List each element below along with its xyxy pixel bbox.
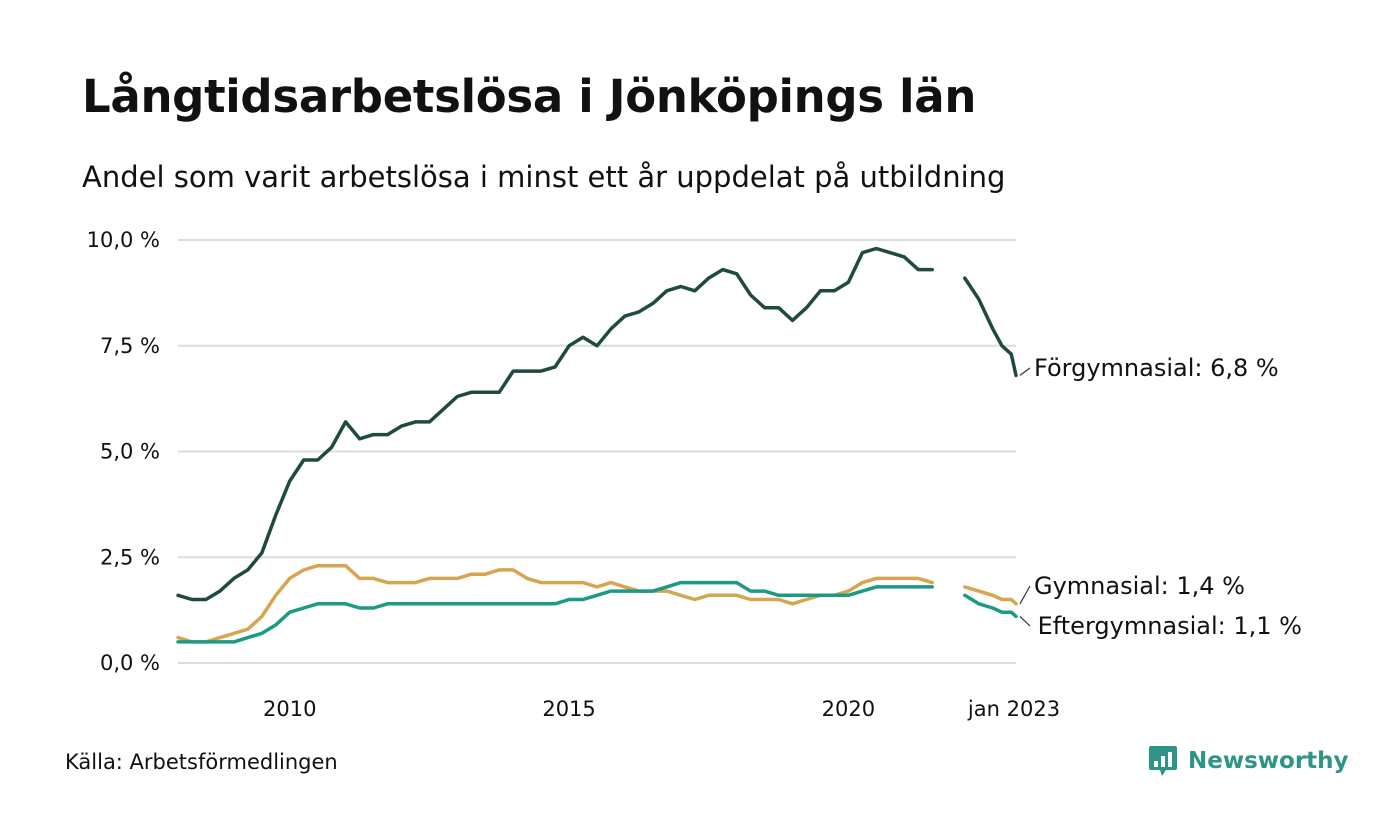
x-tick-label: jan 2023 (967, 697, 1060, 721)
end-label-leader (1019, 585, 1031, 605)
series-line-eftergymnasial (963, 593, 1018, 619)
x-axis-ticks: 2010 2015 2020 jan 2023 (263, 697, 1060, 721)
series-lines (176, 246, 1018, 644)
chart-subtitle: Andel som varit arbetslösa i minst ett å… (82, 160, 1006, 194)
newsworthy-logo-icon (1149, 746, 1177, 776)
chart-title: Långtidsarbetslösa i Jönköpings län (82, 70, 977, 123)
brand-name: Newsworthy (1188, 748, 1349, 774)
end-label-eftergymnasial: Eftergymnasial: 1,1 % (1038, 612, 1302, 640)
brand-logo: Newsworthy (1148, 744, 1349, 778)
series-end-labels: Förgymnasial: 6,8 % Gymnasial: 1,4 % Efter… (1019, 354, 1302, 640)
series-line-förgymnasial (176, 246, 934, 602)
x-tick-label: 2010 (263, 697, 316, 721)
end-label-gymnasial: Gymnasial: 1,4 % (1034, 572, 1245, 600)
series-line-förgymnasial (963, 276, 1018, 378)
gridlines (178, 239, 1016, 664)
y-tick-label: 2,5 % (100, 545, 160, 569)
x-tick-label: 2020 (822, 697, 875, 721)
y-tick-label: 7,5 % (100, 334, 160, 358)
end-label-leader (1019, 367, 1031, 376)
series-line-eftergymnasial (176, 580, 934, 644)
end-label-leader (1019, 616, 1031, 627)
series-line-gymnasial (176, 563, 934, 644)
source-note: Källa: Arbetsförmedlingen (65, 750, 338, 774)
y-tick-label: 10,0 % (87, 228, 160, 252)
y-tick-label: 0,0 % (100, 651, 160, 675)
x-tick-label: 2015 (542, 697, 595, 721)
series-line-gymnasial (963, 585, 1018, 606)
y-axis-ticks: 0,0 % 2,5 % 5,0 % 7,5 % 10,0 % (87, 228, 160, 675)
end-label-förgymnasial: Förgymnasial: 6,8 % (1034, 354, 1279, 382)
y-tick-label: 5,0 % (100, 440, 160, 464)
